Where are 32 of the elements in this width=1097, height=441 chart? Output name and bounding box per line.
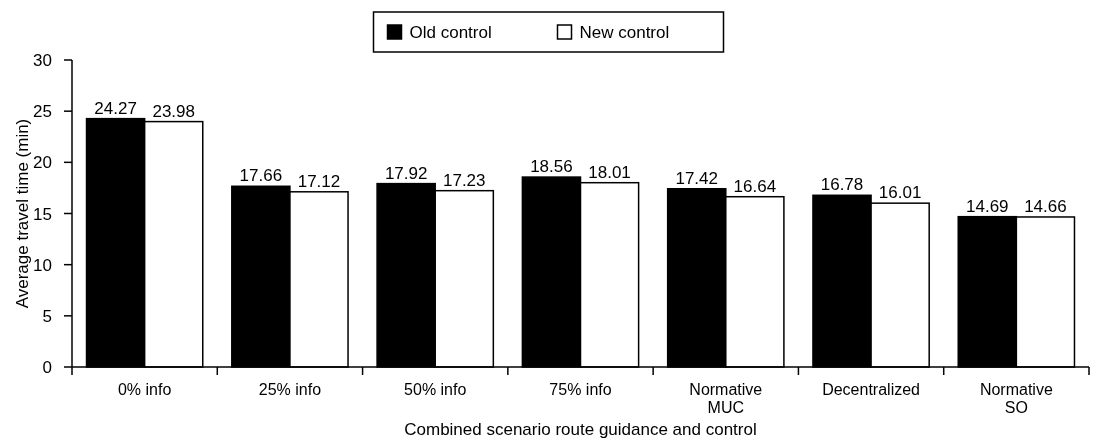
data-label: 17.23 [443, 170, 486, 190]
data-label: 18.01 [588, 162, 631, 182]
data-label: 14.69 [966, 196, 1009, 216]
y-tick-label: 0 [42, 358, 52, 377]
data-label: 16.64 [733, 176, 777, 196]
y-tick-label: 25 [33, 102, 52, 122]
x-tick-label: 50% info [404, 381, 467, 398]
data-label: 17.42 [675, 168, 718, 188]
x-tick-label: Normative SO [979, 381, 1053, 416]
x-tick-label: Decentralized [822, 381, 920, 398]
data-label: 16.01 [878, 183, 922, 203]
x-tick-label: 75% info [549, 381, 612, 398]
data-label: 17.66 [239, 166, 283, 186]
y-axis-title: Average travel time (min) [13, 118, 32, 309]
y-tick-label: 30 [33, 51, 52, 70]
data-label: 17.92 [384, 163, 428, 183]
y-tick-label: 5 [42, 306, 52, 326]
data-label: 17.12 [297, 171, 341, 191]
data-label: 16.78 [820, 175, 864, 195]
data-label: 14.66 [1024, 196, 1067, 216]
y-tick-label: 15 [33, 204, 52, 224]
x-tick-label: 25% info [258, 381, 322, 398]
x-tick-label: 0% info [117, 381, 172, 398]
legend-label: New control [579, 23, 670, 42]
data-label: 24.27 [94, 98, 137, 118]
data-label: 23.98 [152, 101, 195, 121]
x-axis-title: Combined scenario route guidance and control [404, 420, 757, 439]
y-tick-label: 10 [33, 255, 52, 275]
y-tick-label: 20 [33, 153, 52, 173]
legend-label: Old control [409, 23, 492, 42]
x-tick-label: Normative MUC [689, 381, 763, 416]
data-label: 18.56 [530, 157, 573, 177]
